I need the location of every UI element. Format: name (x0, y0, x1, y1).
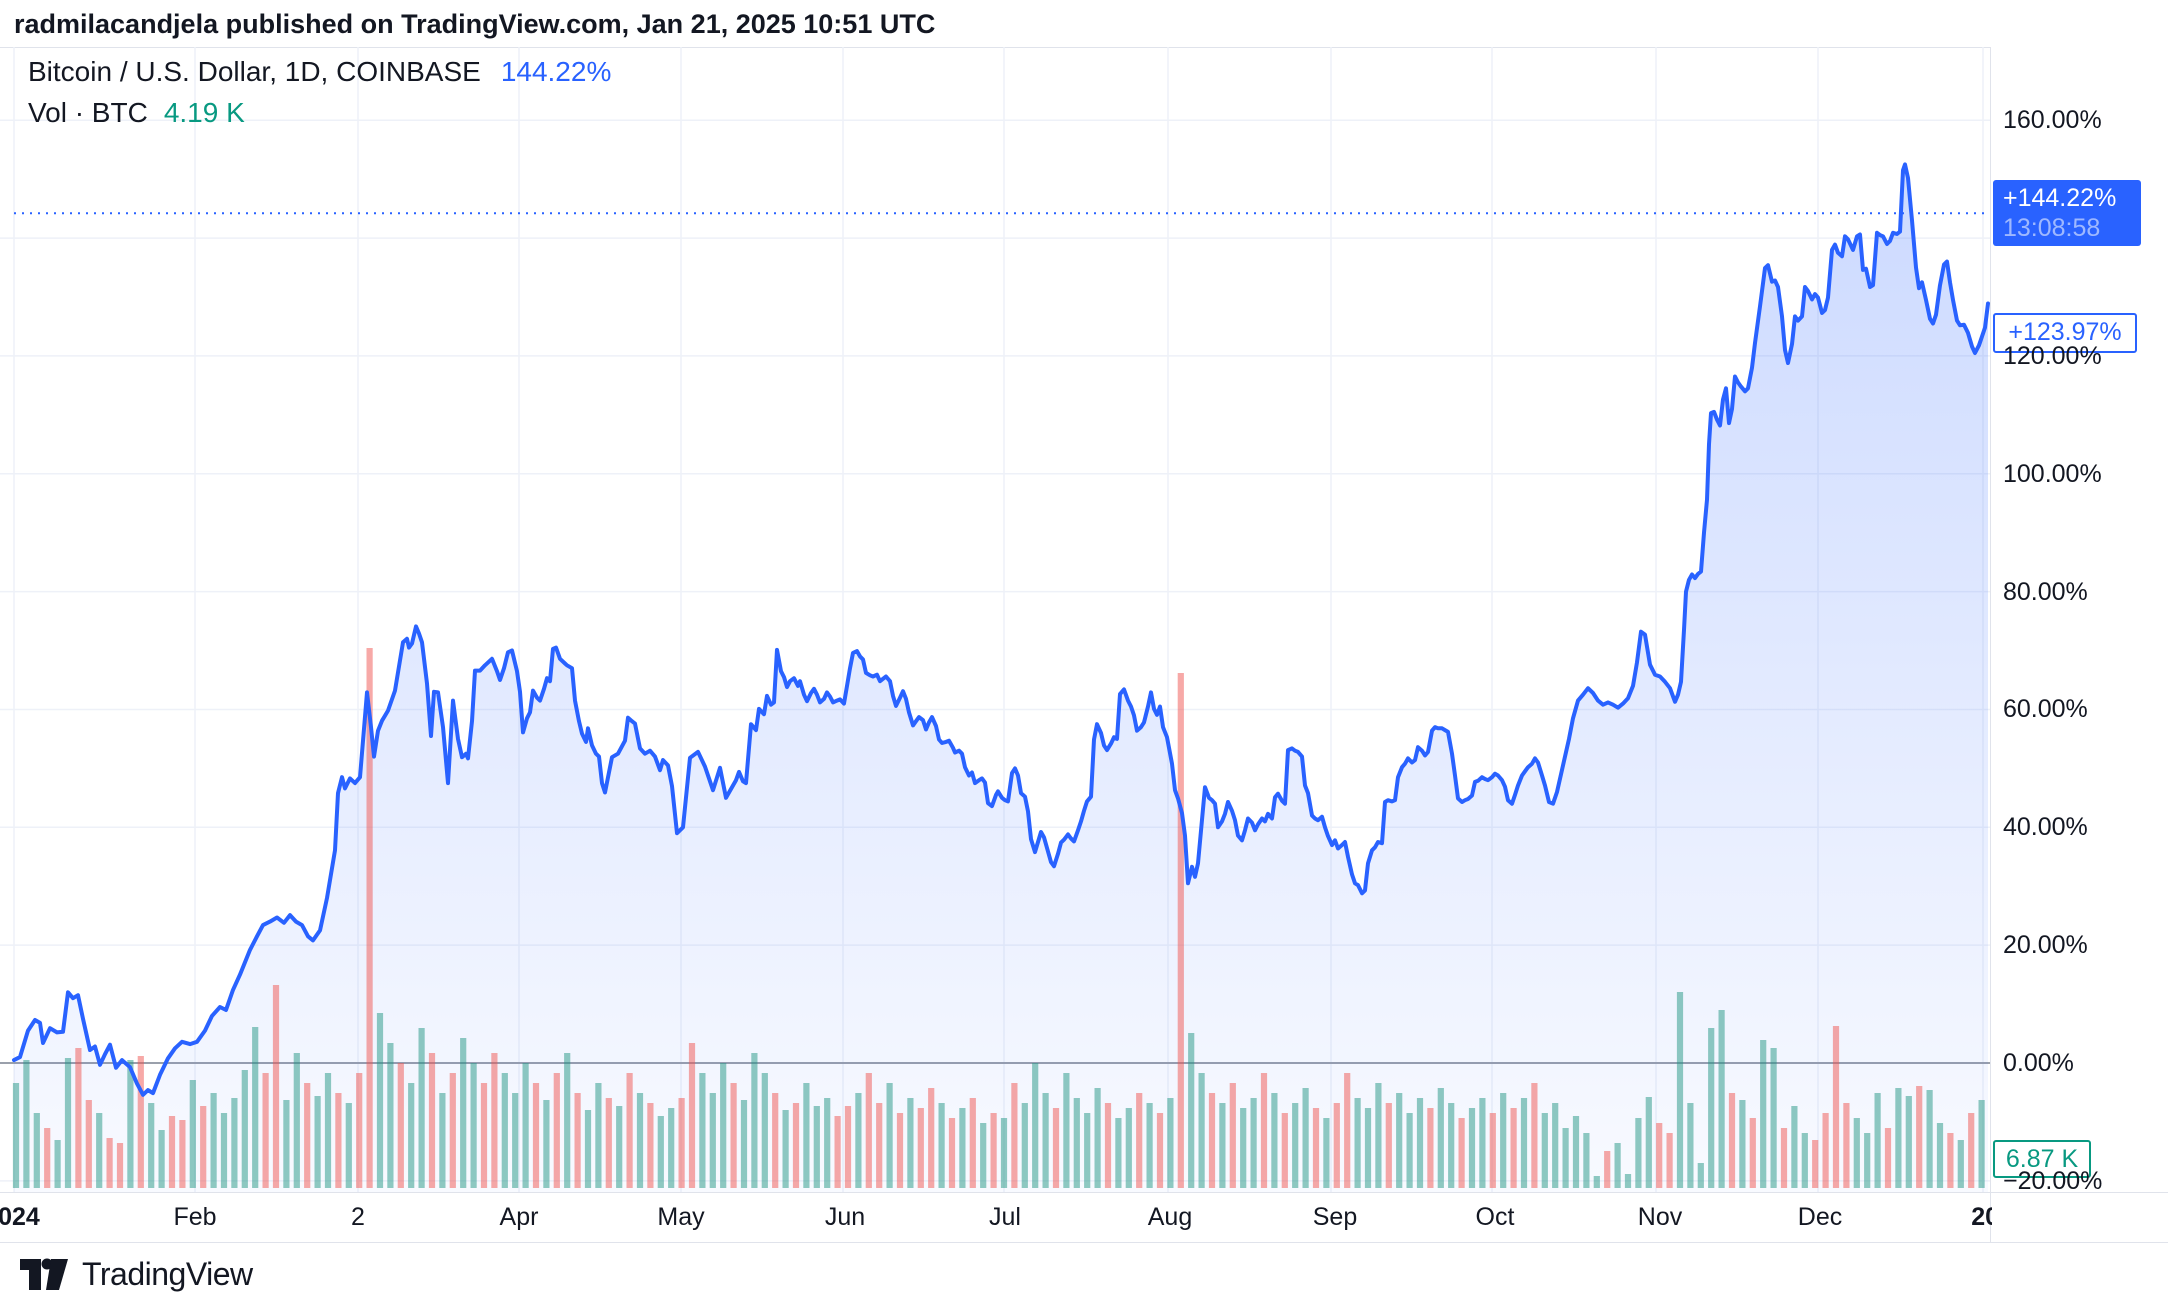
x-axis-label: Jun (824, 1203, 866, 1231)
y-axis-label: 0.00% (2003, 1049, 2074, 1077)
x-axis-label: Sep (1312, 1203, 1358, 1231)
current-price-badge: +144.22% 13:08:58 (1993, 180, 2141, 247)
y-axis-label: 60.00% (2003, 695, 2088, 724)
current-price-value: +144.22% (2003, 184, 2117, 213)
x-axis-label: Oct (1475, 1203, 1515, 1231)
x-axis-label: 2 (351, 1203, 365, 1231)
footer-brand: TradingView (20, 1256, 253, 1293)
footer-divider (0, 1242, 2168, 1243)
price-chart-canvas[interactable] (0, 47, 1990, 1192)
x-axis-label: Jul (989, 1203, 1021, 1231)
symbol-change-value: 144.22% (500, 56, 612, 87)
chart-legend: Bitcoin / U.S. Dollar, 1D, COINBASE 144.… (28, 56, 611, 129)
price-line (12, 162, 1990, 1097)
x-axis-label: May (657, 1203, 705, 1231)
x-axis-label: 2024 (0, 1203, 40, 1231)
volume-indicator-value: 4.19 K (163, 97, 245, 128)
price-area-fill (14, 164, 1988, 1192)
volume-histogram (12, 648, 1985, 1188)
symbol-title[interactable]: Bitcoin / U.S. Dollar, 1D, COINBASE (28, 56, 481, 87)
y-axis-label: 160.00% (2003, 106, 2102, 135)
x-axis-label: 2025 (1971, 1203, 1992, 1231)
tradingview-logo-icon[interactable] (20, 1258, 68, 1292)
x-axis-label: Aug (1147, 1203, 1193, 1231)
tradingview-logo-text[interactable]: TradingView (82, 1256, 253, 1292)
x-axis-label: Feb (173, 1203, 217, 1231)
time-axis-divider (0, 1192, 2168, 1193)
attribution-text: radmilacandjela published on TradingView… (14, 9, 936, 39)
price-axis[interactable]: +144.22% 13:08:58 +123.97% 6.87 K 160.00… (1990, 47, 2168, 1242)
y-axis-label: 20.00% (2003, 931, 2088, 960)
bar-countdown-timer: 13:08:58 (2003, 214, 2101, 243)
y-axis-label: 80.00% (2003, 577, 2088, 606)
y-axis-label: 120.00% (2003, 341, 2102, 370)
y-axis-label: −20.00% (2003, 1166, 2103, 1195)
volume-indicator-label[interactable]: Vol · BTC (28, 97, 148, 128)
last-close-badge: +123.97% (1993, 312, 2137, 353)
header-divider (0, 47, 2168, 48)
x-axis-label: Apr (499, 1203, 539, 1231)
time-axis[interactable]: 2024 Feb 2 Apr May Jun Jul Aug Sep Oct Nov Dec 2025 (0, 1192, 1992, 1242)
x-axis-label: Nov (1637, 1203, 1683, 1231)
x-axis-label: Dec (1797, 1203, 1843, 1231)
volume-value-badge: 6.87 K (1993, 1140, 2091, 1178)
y-axis-label: 100.00% (2003, 459, 2102, 488)
y-axis-label: 40.00% (2003, 813, 2088, 842)
